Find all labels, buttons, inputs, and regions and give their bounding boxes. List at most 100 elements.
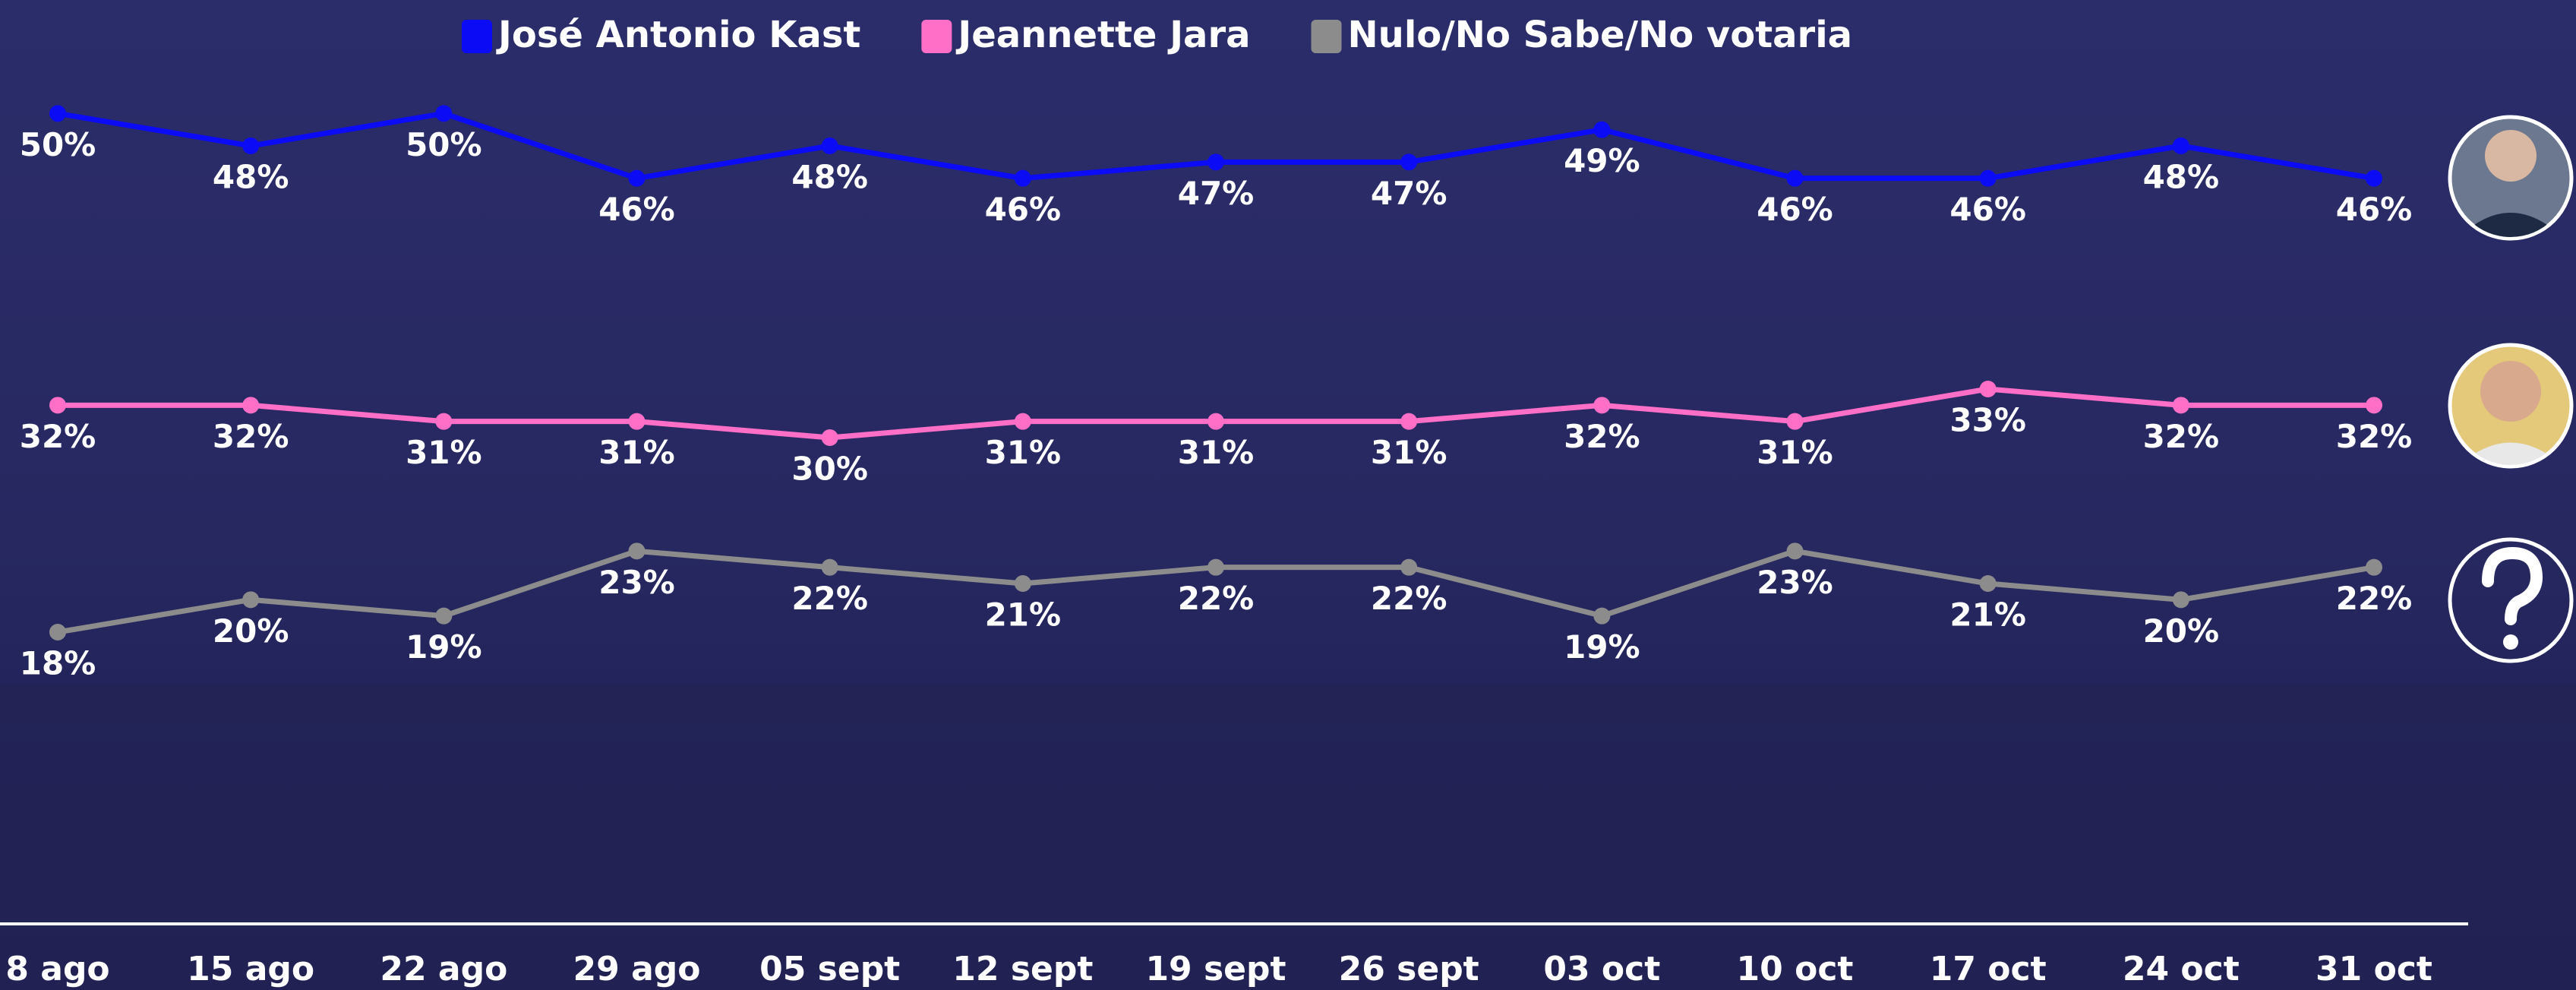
value-label: 23%	[598, 564, 675, 601]
value-label: 31%	[406, 434, 482, 471]
data-point	[1400, 153, 1417, 170]
value-label: 30%	[791, 451, 868, 488]
value-label: 21%	[985, 596, 1062, 634]
data-point	[435, 413, 452, 430]
value-label: 46%	[985, 191, 1062, 228]
value-label: 22%	[2336, 580, 2413, 617]
value-label: 32%	[1564, 418, 1640, 455]
value-label: 31%	[1757, 434, 1833, 471]
data-point	[2173, 591, 2189, 608]
x-tick-label: 8 ago	[5, 950, 109, 988]
value-label: 46%	[1757, 191, 1833, 228]
value-label: 50%	[20, 126, 96, 163]
value-label: 48%	[213, 159, 289, 196]
value-label: 32%	[213, 418, 289, 455]
value-label: 20%	[213, 612, 289, 650]
x-tick-label: 15 ago	[187, 950, 314, 988]
data-point	[242, 591, 259, 608]
legend-swatch	[1312, 20, 1342, 53]
value-label: 32%	[2336, 418, 2413, 455]
value-label: 50%	[406, 126, 482, 163]
x-tick-label: 17 oct	[1930, 950, 2047, 988]
value-label: 33%	[1949, 402, 2026, 439]
value-label: 22%	[791, 580, 868, 617]
x-tick-label: 26 sept	[1339, 950, 1479, 988]
legend-swatch	[462, 20, 492, 53]
value-label: 19%	[406, 628, 482, 666]
value-label: 22%	[1178, 580, 1255, 617]
x-tick-label: 05 sept	[759, 950, 900, 988]
value-label: 47%	[1371, 175, 1447, 212]
legend-label: José Antonio Kast	[496, 14, 860, 56]
data-point	[1400, 413, 1417, 430]
data-point	[2173, 138, 2189, 154]
data-point	[822, 138, 838, 154]
data-point	[242, 138, 259, 154]
value-label: 49%	[1564, 142, 1640, 179]
value-label: 48%	[2143, 159, 2220, 196]
data-point	[1593, 397, 1610, 413]
data-point	[629, 542, 646, 559]
data-point	[1980, 575, 1997, 592]
legend-label: Nulo/No Sabe/No votaria	[1348, 14, 1853, 56]
data-point	[629, 413, 646, 430]
value-label: 31%	[598, 434, 675, 471]
data-point	[822, 559, 838, 576]
data-point	[1015, 170, 1031, 187]
value-label: 46%	[2336, 191, 2413, 228]
x-tick-label: 12 sept	[952, 950, 1093, 988]
value-label: 20%	[2143, 612, 2220, 650]
data-point	[49, 624, 66, 640]
chart: 8 ago 15 ago 22 ago 29 ago 05 sept 12 sept 19 …	[0, 0, 2576, 990]
legend-label: Jeannette Jara	[955, 14, 1250, 56]
ground	[0, 684, 2576, 990]
data-point	[1208, 153, 1224, 170]
x-tick-label: 19 sept	[1145, 950, 1286, 988]
value-label: 46%	[598, 191, 675, 228]
value-label: 32%	[20, 418, 96, 455]
value-label: 19%	[1564, 628, 1640, 666]
data-point	[1593, 608, 1610, 625]
value-label: 31%	[985, 434, 1062, 471]
data-point	[1980, 381, 1997, 397]
data-point	[2366, 397, 2382, 413]
x-tick-label: 24 oct	[2123, 950, 2240, 988]
data-point	[1208, 559, 1224, 576]
value-label: 46%	[1949, 191, 2026, 228]
value-label: 31%	[1371, 434, 1447, 471]
data-point	[1787, 413, 1804, 430]
x-tick-label: 29 ago	[573, 950, 701, 988]
page: {"chart_data": {"type": "line", "categor…	[0, 0, 2576, 990]
data-point	[435, 105, 452, 122]
data-point	[1980, 170, 1997, 187]
data-point	[1400, 559, 1417, 576]
x-tick-label: 22 ago	[380, 950, 507, 988]
data-point	[242, 397, 259, 413]
data-point	[1593, 122, 1610, 138]
value-label: 31%	[1178, 434, 1255, 471]
data-point	[435, 608, 452, 625]
value-label: 48%	[791, 159, 868, 196]
value-label: 32%	[2143, 418, 2220, 455]
data-point	[49, 105, 66, 122]
data-point	[1015, 575, 1031, 592]
data-point	[49, 397, 66, 413]
data-point	[1015, 413, 1031, 430]
data-point	[2366, 559, 2382, 576]
value-label: 18%	[20, 645, 96, 682]
data-point	[822, 429, 838, 446]
value-label: 47%	[1178, 175, 1255, 212]
x-tick-label: 03 oct	[1543, 950, 1660, 988]
data-point	[2366, 170, 2382, 187]
data-point	[1787, 542, 1804, 559]
x-tick-label: 31 oct	[2316, 950, 2432, 988]
value-label: 22%	[1371, 580, 1447, 617]
legend-swatch	[921, 20, 952, 53]
x-tick-label: 10 oct	[1737, 950, 1854, 988]
data-point	[629, 170, 646, 187]
value-label: 23%	[1757, 564, 1833, 601]
data-point	[2173, 397, 2189, 413]
value-label: 21%	[1949, 596, 2026, 634]
data-point	[1208, 413, 1224, 430]
data-point	[1787, 170, 1804, 187]
